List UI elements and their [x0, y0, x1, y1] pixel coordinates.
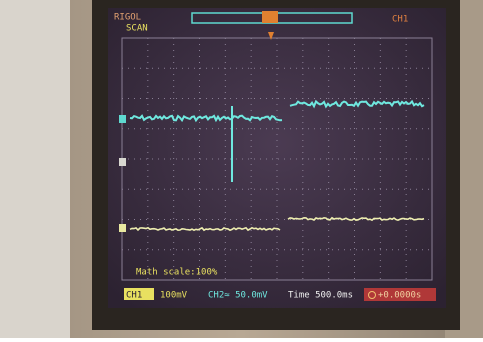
time-offset: +0.0000s: [378, 291, 421, 301]
mode: SCAN: [126, 24, 148, 34]
photo: RIGOL SCAN CH1 Math scale:100% CH1 100mV…: [0, 0, 483, 338]
brand: RIGOL: [114, 13, 141, 23]
ch-marker: [119, 115, 126, 123]
math-scale: Math scale:100%: [136, 268, 218, 278]
ch1-scale: 100mV: [160, 291, 188, 301]
left-wall: [0, 0, 70, 338]
page: RIGOL SCAN CH1 Math scale:100% CH1 100mV…: [0, 0, 483, 338]
ch2-scale: CH2≈ 50.0mV: [208, 291, 268, 301]
ch-marker: [119, 158, 126, 166]
time-base: Time 500.0ms: [288, 291, 353, 301]
trigger-source: CH1: [392, 15, 408, 25]
ch-marker: [119, 224, 126, 232]
ch1-label: CH1: [126, 291, 142, 301]
trigger-pos: [262, 11, 278, 23]
